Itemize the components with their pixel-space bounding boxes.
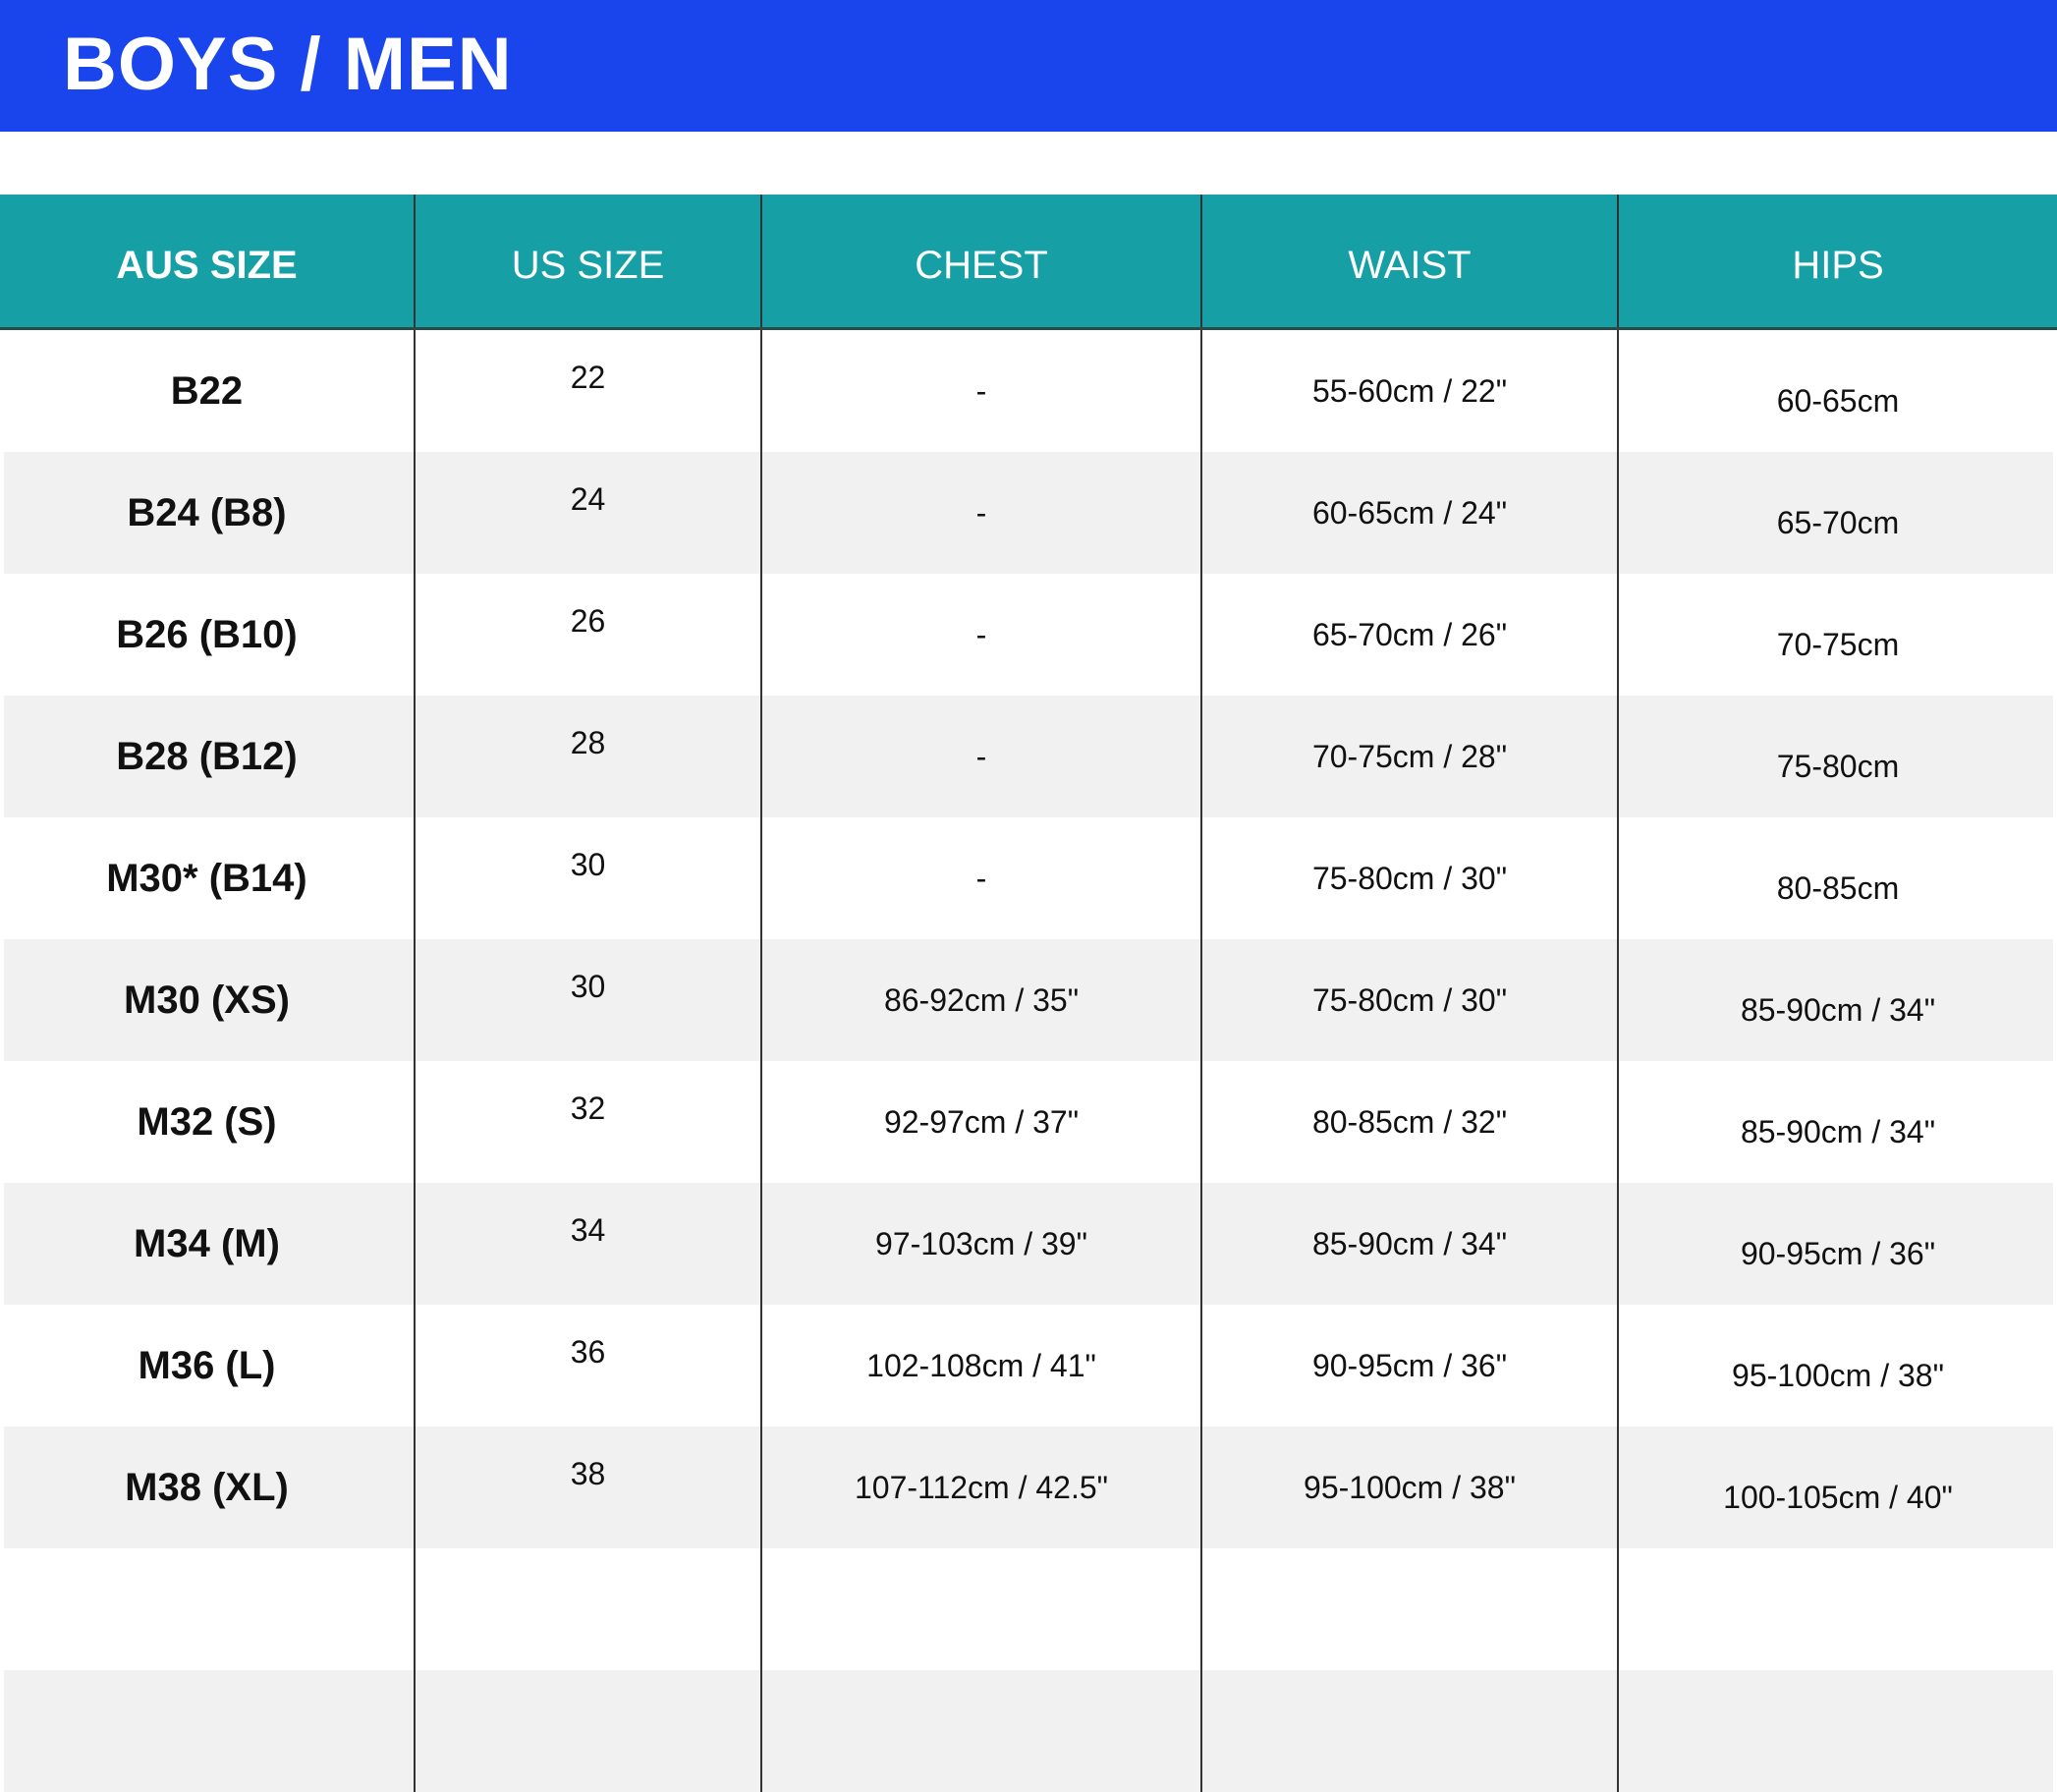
us-size-cell: 32 [414, 1061, 761, 1183]
header-hips: HIPS [1617, 195, 2057, 330]
chest-cell: - [760, 574, 1201, 696]
header-waist: WAIST [1200, 195, 1618, 330]
title-banner: BOYS / MEN [0, 0, 2057, 132]
aus-size-cell: M30 (XS) [0, 939, 415, 1061]
us-size-cell: 30 [414, 939, 761, 1061]
table-row: B26 (B10) 26-65-70cm / 26" 70-75cm [0, 574, 2057, 696]
waist-cell: 75-80cm / 30" [1200, 939, 1618, 1061]
table-row: M38 (XL) 38 107-112cm / 42.5" 95-100cm / 38… [0, 1427, 2057, 1548]
us-size-cell: 34 [414, 1183, 761, 1305]
waist-cell: 80-85cm / 32" [1200, 1061, 1618, 1183]
waist-cell: 65-70cm / 26" [1200, 574, 1618, 696]
aus-size-cell [0, 1670, 415, 1792]
aus-size-cell: M30* (B14) [106, 856, 307, 900]
waist-cell: 60-65cm / 24" [1200, 452, 1618, 574]
hips-cell: 65-70cm [1617, 452, 2057, 574]
us-size-cell: 30 [414, 817, 761, 939]
hips-cell: 70-75cm [1617, 574, 2057, 696]
waist-cell: 75-80cm / 30" [1200, 817, 1618, 939]
chest-cell: 97-103cm / 39" [760, 1183, 1201, 1305]
aus-size-cell: B28 (B12) [0, 696, 415, 817]
us-size-cell: 22 [414, 328, 761, 452]
table-row: M36 (L) 36 102-108cm / 41" 90-95cm / 36" 95-… [0, 1305, 2057, 1427]
waist-cell: 95-100cm / 38" [1200, 1427, 1618, 1548]
us-size-cell: 28 [414, 696, 761, 817]
hips-cell: 95-100cm / 38" [1617, 1305, 2057, 1427]
aus-size-cell: B24 (B8) [0, 452, 415, 574]
waist-cell: 70-75cm / 28" [1200, 696, 1618, 817]
hips-cell: 90-95cm / 36" [1617, 1183, 2057, 1305]
header-aus-size: AUS SIZE [0, 195, 415, 330]
size-chart-table: AUS SIZE US SIZE CHEST WAIST HIPS B22 22-… [0, 195, 2057, 1792]
hips-cell: 75-80cm [1617, 696, 2057, 817]
hips-cell: 100-105cm / 40" [1617, 1427, 2057, 1548]
aus-size-cell: M38 (XL) [0, 1427, 415, 1548]
chest-cell: - [760, 328, 1201, 452]
hips-cell: 80-85cm [1617, 817, 2057, 939]
us-size-cell [414, 1670, 761, 1792]
us-size-cell [414, 1548, 761, 1670]
table-row: B22 22-55-60cm / 22" 60-65cm [0, 328, 2057, 452]
waist-cell [1200, 1670, 1618, 1792]
chest-cell [760, 1670, 1201, 1792]
chest-cell: - [760, 452, 1201, 574]
chest-cell: 107-112cm / 42.5" [760, 1427, 1201, 1548]
chest-cell: 92-97cm / 37" [760, 1061, 1201, 1183]
hips-cell: 60-65cm [1617, 328, 2057, 452]
waist-cell [1200, 1548, 1618, 1670]
header-row: AUS SIZE US SIZE CHEST WAIST HIPS [0, 195, 2057, 330]
table-row: M32 (S) 32 92-97cm / 37" 80-85cm / 32" 85-90… [0, 1061, 2057, 1183]
chest-cell: - [760, 817, 1201, 939]
aus-size-cell: M34 (M) [0, 1183, 415, 1305]
chest-cell [760, 1548, 1201, 1670]
table-row: M30* (B14) 30-75-80cm / 30" 80-85cm [0, 817, 2057, 939]
hips-cell [1617, 1670, 2057, 1792]
hips-cell [1617, 1548, 2057, 1670]
chest-cell: 86-92cm / 35" [760, 939, 1201, 1061]
table-row: M30 (XS) 30 86-92cm / 35" 75-80cm / 30" 85-9… [0, 939, 2057, 1061]
header-us-size: US SIZE [414, 195, 761, 330]
chest-cell: 102-108cm / 41" [760, 1305, 1201, 1427]
us-size-cell: 36 [414, 1305, 761, 1427]
page-title: BOYS / MEN [63, 23, 513, 106]
aus-size-cell: B26 (B10) [116, 612, 298, 656]
hips-cell: 85-90cm / 34" [1617, 939, 2057, 1061]
aus-size-cell: M32 (S) [137, 1099, 277, 1144]
aus-size-cell [0, 1548, 415, 1670]
waist-cell: 90-95cm / 36" [1200, 1305, 1618, 1427]
table-row: B28 (B12) 28-70-75cm / 28" 75-80cm [0, 696, 2057, 817]
us-size-cell: 24 [414, 452, 761, 574]
aus-size-cell: M36 (L) [138, 1343, 276, 1387]
hips-cell: 85-90cm / 34" [1617, 1061, 2057, 1183]
table-row: B24 (B8) 24-60-65cm / 24" 65-70cm [0, 452, 2057, 574]
empty-row [0, 1670, 2057, 1792]
table-row: M34 (M) 34 97-103cm / 39" 85-90cm / 34" 90-9… [0, 1183, 2057, 1305]
aus-size-cell: B22 [170, 368, 244, 413]
us-size-cell: 38 [414, 1427, 761, 1548]
waist-cell: 55-60cm / 22" [1200, 328, 1618, 452]
us-size-cell: 26 [414, 574, 761, 696]
empty-row [0, 1548, 2057, 1670]
chest-cell: - [760, 696, 1201, 817]
waist-cell: 85-90cm / 34" [1200, 1183, 1618, 1305]
header-chest: CHEST [760, 195, 1201, 330]
